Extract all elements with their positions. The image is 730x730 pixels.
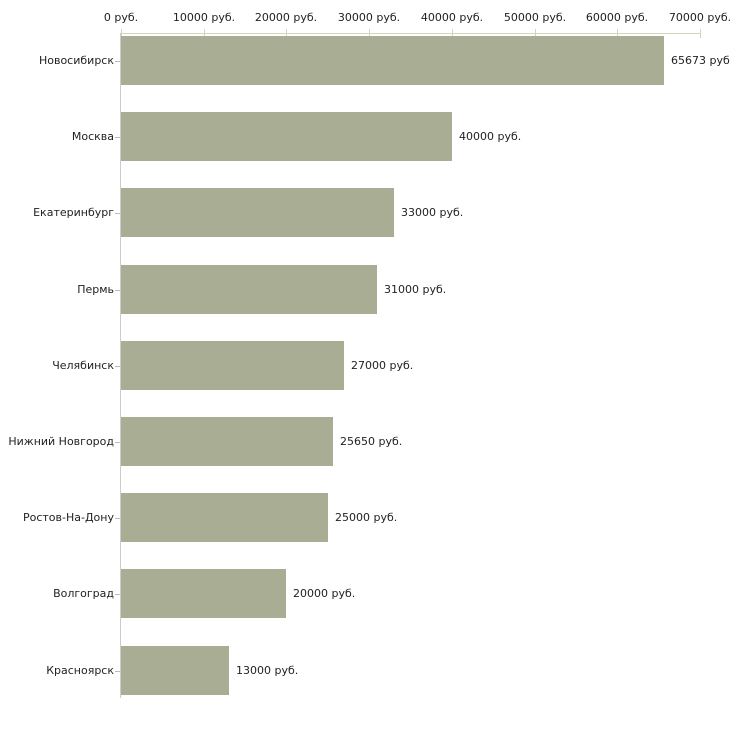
y-tick-mark bbox=[115, 290, 120, 291]
x-tick-mark bbox=[204, 29, 205, 38]
y-tick-mark bbox=[115, 671, 120, 672]
bar bbox=[121, 112, 452, 161]
x-axis-line bbox=[121, 33, 701, 34]
x-tick-label: 40000 руб. bbox=[420, 11, 484, 24]
value-label: 33000 руб. bbox=[401, 206, 464, 219]
bar bbox=[121, 646, 229, 695]
value-label: 20000 руб. bbox=[293, 587, 356, 600]
bar bbox=[121, 188, 394, 237]
value-label: 31000 руб. bbox=[384, 283, 447, 296]
y-tick-mark bbox=[115, 594, 120, 595]
y-tick-mark bbox=[115, 61, 120, 62]
bar bbox=[121, 265, 377, 314]
x-tick-mark bbox=[617, 29, 618, 38]
bar bbox=[121, 341, 344, 390]
value-label: 27000 руб. bbox=[351, 359, 414, 372]
x-tick-label: 10000 руб. bbox=[172, 11, 236, 24]
x-tick-mark bbox=[452, 29, 453, 38]
value-label: 13000 руб. bbox=[236, 664, 299, 677]
category-label: Нижний Новгород bbox=[8, 435, 114, 448]
value-label: 65673 руб. bbox=[671, 54, 730, 67]
x-tick-label: 0 руб. bbox=[103, 11, 139, 24]
y-tick-mark bbox=[115, 442, 120, 443]
category-label: Челябинск bbox=[52, 359, 114, 372]
x-tick-mark bbox=[121, 29, 122, 38]
x-tick-mark bbox=[700, 29, 701, 38]
category-label: Красноярск bbox=[46, 664, 114, 677]
value-label: 40000 руб. bbox=[459, 130, 522, 143]
x-tick-label: 50000 руб. bbox=[503, 11, 567, 24]
bar bbox=[121, 417, 333, 466]
x-tick-label: 30000 руб. bbox=[337, 11, 401, 24]
category-label: Пермь bbox=[77, 283, 114, 296]
x-tick-label: 70000 руб. bbox=[668, 11, 730, 24]
value-label: 25650 руб. bbox=[340, 435, 403, 448]
category-label: Москва bbox=[71, 130, 114, 143]
bar bbox=[121, 493, 328, 542]
y-tick-mark bbox=[115, 366, 120, 367]
bar bbox=[121, 569, 286, 618]
category-label: Новосибирск bbox=[38, 54, 114, 67]
value-label: 25000 руб. bbox=[335, 511, 398, 524]
x-tick-mark bbox=[535, 29, 536, 38]
category-label: Ростов-На-Дону bbox=[22, 511, 114, 524]
x-tick-mark bbox=[286, 29, 287, 38]
y-axis-line bbox=[120, 33, 121, 698]
bar bbox=[121, 36, 664, 85]
category-label: Екатеринбург bbox=[33, 206, 114, 219]
x-tick-mark bbox=[369, 29, 370, 38]
category-label: Волгоград bbox=[53, 587, 114, 600]
y-tick-mark bbox=[115, 213, 120, 214]
y-tick-mark bbox=[115, 518, 120, 519]
x-tick-label: 60000 руб. bbox=[585, 11, 649, 24]
y-tick-mark bbox=[115, 137, 120, 138]
x-tick-label: 20000 руб. bbox=[254, 11, 318, 24]
